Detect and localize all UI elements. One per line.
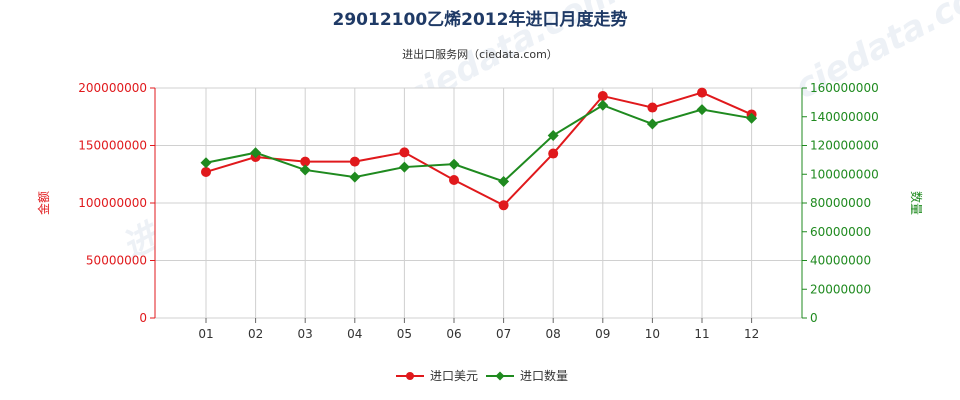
left-tick-label: 200000000 xyxy=(78,81,147,95)
data-point-quantity[interactable] xyxy=(547,129,559,141)
legend-item-quantity[interactable]: 进口数量 xyxy=(486,368,568,383)
right-tick-label: 100000000 xyxy=(810,167,879,181)
legend-label-amount: 进口美元 xyxy=(430,369,478,383)
series-line-1 xyxy=(205,104,752,183)
x-tick-label: 07 xyxy=(496,327,511,341)
data-point-amount[interactable] xyxy=(548,148,559,159)
right-axis-ticks: 0 20000000 40000000 60000000 80000000 1000000… xyxy=(801,81,879,325)
x-tick-label: 08 xyxy=(546,327,561,341)
data-point-quantity[interactable] xyxy=(299,164,311,176)
data-point-quantity[interactable] xyxy=(349,171,361,183)
left-tick-label: 150000000 xyxy=(78,139,147,153)
data-point-amount[interactable] xyxy=(201,166,211,177)
data-point-quantity[interactable] xyxy=(696,104,708,116)
series-line-0 xyxy=(205,91,753,207)
data-point-quantity[interactable] xyxy=(646,118,658,130)
data-point-amount[interactable] xyxy=(697,87,707,98)
data-point-quantity[interactable] xyxy=(448,158,460,170)
data-point-amount[interactable] xyxy=(498,200,509,211)
right-tick-label: 120000000 xyxy=(810,139,879,153)
left-axis-ticks: 0 50000000 100000000 150000000 200000000 xyxy=(78,81,156,325)
x-tick-label: 10 xyxy=(645,327,660,341)
right-tick-label: 160000000 xyxy=(810,81,879,95)
data-point-amount[interactable] xyxy=(300,156,311,167)
data-point-quantity[interactable] xyxy=(398,161,410,173)
data-point-quantity[interactable] xyxy=(597,99,609,111)
legend-item-amount[interactable]: 进口美元 xyxy=(396,369,478,383)
right-tick-label: 40000000 xyxy=(810,254,871,268)
data-point-amount[interactable] xyxy=(449,175,459,185)
x-tick-label: 12 xyxy=(744,327,759,341)
chart-subtitle: 进出口服务网（ciedata.com） xyxy=(402,47,558,61)
data-point-quantity[interactable] xyxy=(498,175,510,187)
x-tick-label: 02 xyxy=(248,327,263,341)
x-tick-label: 11 xyxy=(694,327,709,341)
right-axis-title: 数量 xyxy=(909,191,924,215)
chart-title: 29012100乙烯2012年进口月度走势 xyxy=(333,9,628,30)
x-tick-label: 04 xyxy=(347,327,362,341)
x-tick-label: 06 xyxy=(446,327,461,341)
right-tick-label: 20000000 xyxy=(810,282,871,296)
data-point-quantity[interactable] xyxy=(200,157,212,169)
x-tick-label: 05 xyxy=(397,327,412,341)
data-point-amount[interactable] xyxy=(349,156,360,167)
x-tick-label: 03 xyxy=(298,327,313,341)
data-point-amount[interactable] xyxy=(399,147,410,158)
x-axis-ticks: 01 02 03 04 05 06 07 08 09 10 11 12 xyxy=(198,318,759,341)
data-point-quantity[interactable] xyxy=(746,112,758,124)
data-point-amount[interactable] xyxy=(597,91,608,102)
x-tick-label: 01 xyxy=(198,327,213,341)
right-tick-label: 0 xyxy=(810,311,818,325)
left-tick-label: 50000000 xyxy=(86,254,147,268)
legend: 进口美元 进口数量 xyxy=(396,368,568,383)
data-point-amount[interactable] xyxy=(647,102,658,113)
x-tick-label: 09 xyxy=(595,327,610,341)
right-tick-label: 60000000 xyxy=(810,225,871,239)
data-point-quantity[interactable] xyxy=(250,147,262,159)
series-layer xyxy=(200,87,758,211)
left-axis-title: 金额 xyxy=(36,191,51,215)
left-tick-label: 0 xyxy=(139,311,147,325)
legend-label-quantity: 进口数量 xyxy=(520,368,568,383)
left-tick-label: 100000000 xyxy=(78,196,147,210)
right-tick-label: 140000000 xyxy=(810,110,879,124)
right-tick-label: 80000000 xyxy=(810,196,871,210)
